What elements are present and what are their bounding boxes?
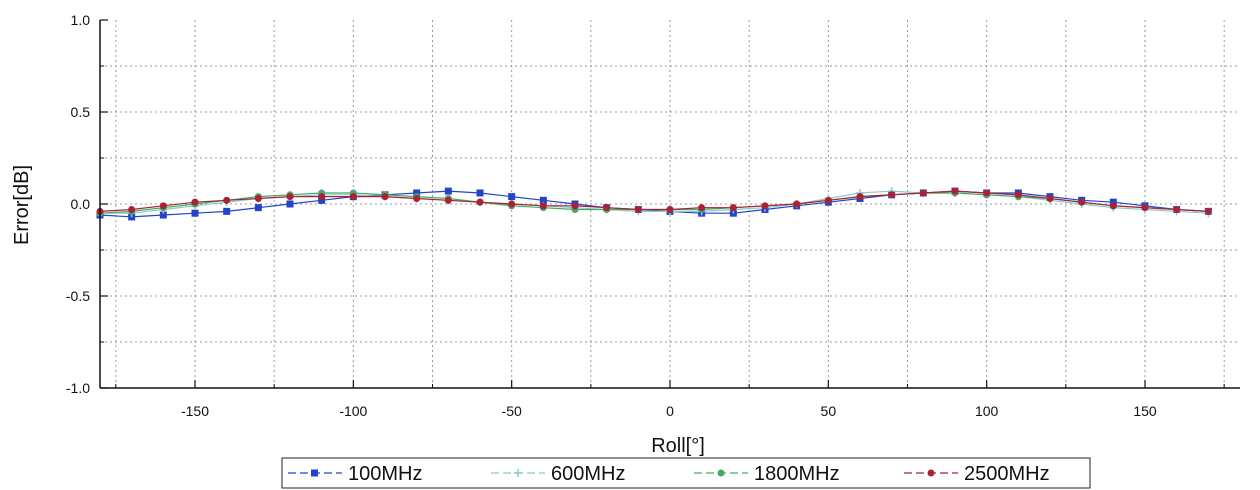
x-axis-title: Roll[°] [651,435,705,457]
data-point [1141,204,1149,212]
data-point [128,206,136,214]
data-point [223,196,231,204]
series-2500MHz [96,187,1212,215]
legend-swatch-marker [311,469,318,477]
series-line [99,190,1209,212]
x-tick-label: 50 [821,403,837,419]
data-point [413,194,421,202]
data-point [381,193,389,201]
data-point [318,193,326,201]
data-point [824,196,832,204]
data-point [666,206,674,214]
data-point [951,187,959,195]
data-point [254,204,262,212]
series-1800MHz [96,189,1212,217]
data-point [413,189,421,197]
x-tick-label: 100 [975,403,999,419]
data-point [444,196,452,204]
legend-swatch-marker [514,469,522,477]
series-100MHz [96,187,1212,221]
data-point [761,202,769,210]
data-point [571,202,579,210]
legend-swatch-marker [717,469,725,477]
y-tick-label: -1.0 [66,380,90,396]
legend-swatch-marker [927,469,935,477]
x-tick-label: 150 [1133,403,1157,419]
y-tick-label: 0.0 [71,196,91,212]
data-point [634,206,642,214]
data-point [191,209,199,217]
legend: 100MHz 600MHz 1800MHz 2500MHz [281,457,1091,489]
data-point [254,194,262,202]
data-point [793,200,801,208]
data-point [539,202,547,210]
legend-label: 1800MHz [754,463,840,485]
legend-label: 2500MHz [964,463,1050,485]
legend-label: 600MHz [551,463,625,485]
data-point [508,193,516,201]
data-point [539,196,547,204]
data-point [476,198,484,206]
data-point [1109,202,1117,210]
data-point [1014,191,1022,199]
y-tick-label: -0.5 [66,288,90,304]
data-point [508,200,516,208]
data-point [1204,207,1212,215]
data-point [318,196,326,204]
data-point [1109,198,1117,206]
data-point [286,200,294,208]
data-point [286,193,294,201]
y-tick-label: 0.5 [71,104,91,120]
data-point [919,189,927,197]
data-point [476,189,484,197]
data-point [983,189,991,197]
x-tick-label: 0 [666,403,674,419]
series-line [99,190,1209,218]
data-point [223,207,231,215]
data-point [698,204,706,212]
axes: -150 -100 -50 0 50 100 150 -1.0 -0.5 0.0 0.5 1.0 [66,12,1240,419]
data-point [159,211,167,219]
x-tick-label: -150 [181,403,209,419]
y-tick-label: 1.0 [71,12,91,28]
data-point [349,193,357,201]
data-point [888,191,896,199]
data-point [1173,206,1181,214]
x-tick-label: -100 [339,403,367,419]
data-point [191,198,199,206]
data-point [159,202,167,210]
data-point [603,204,611,212]
data-point [1078,198,1086,206]
series-600MHz [96,187,1213,218]
grid [100,20,1240,388]
data-point [856,193,864,201]
data-point [729,204,737,212]
series-group [96,187,1213,221]
x-tick-label: -50 [502,403,522,419]
y-axis-title: Error[dB] [11,165,33,245]
data-point [444,187,452,195]
legend-label: 100MHz [348,463,422,485]
data-point [1046,194,1054,202]
